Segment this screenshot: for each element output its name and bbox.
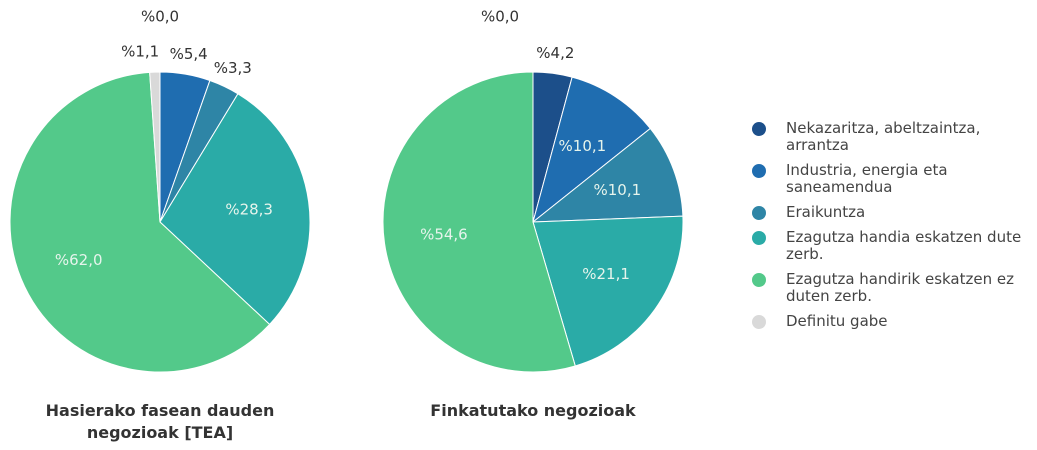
pie-slice xyxy=(532,76,651,224)
legend-swatch xyxy=(752,206,766,220)
legend-item: Eraikuntza xyxy=(752,204,1032,221)
legend-item: Nekazaritza, abeltzaintza, arrantza xyxy=(752,120,1032,154)
data-label: %3,3 xyxy=(214,59,252,77)
legend: Nekazaritza, abeltzaintza, arrantza Indus… xyxy=(752,120,1032,338)
data-label: %1,1 xyxy=(121,43,159,61)
legend-label: Ezagutza handirik eskatzen ez duten zerb… xyxy=(786,270,1014,305)
pie-slice xyxy=(149,71,161,223)
data-label: %21,1 xyxy=(582,265,630,283)
pie-slice xyxy=(9,71,271,373)
data-label: %5,4 xyxy=(170,45,208,63)
data-label: %54,6 xyxy=(420,225,468,243)
chart-title: Hasierako fasean dauden negozioak [TEA] xyxy=(45,401,275,442)
data-label: %10,1 xyxy=(559,137,607,155)
legend-swatch xyxy=(752,315,766,329)
data-label: %0,0 xyxy=(141,8,179,26)
legend-swatch xyxy=(752,164,766,178)
chart-title: Finkatutako negozioak xyxy=(430,401,636,420)
legend-swatch xyxy=(752,273,766,287)
pie-slice xyxy=(159,93,311,326)
legend-item: Definitu gabe xyxy=(752,313,1032,330)
legend-label: Industria, energia eta saneamendua xyxy=(786,161,948,196)
legend-swatch xyxy=(752,231,766,245)
legend-label: Definitu gabe xyxy=(786,312,888,330)
pie-slice xyxy=(531,127,684,223)
data-label: %28,3 xyxy=(225,200,273,218)
legend-label: Eraikuntza xyxy=(786,203,866,221)
legend-item: Industria, energia eta saneamendua xyxy=(752,162,1032,196)
data-label: %62,0 xyxy=(55,251,103,269)
data-label: %4,2 xyxy=(536,44,574,62)
legend-item: Ezagutza handia eskatzen dute zerb. xyxy=(752,229,1032,263)
pie-slice xyxy=(532,215,684,367)
legend-swatch xyxy=(752,122,766,136)
legend-label: Nekazaritza, abeltzaintza, arrantza xyxy=(786,119,981,154)
data-label: %0,0 xyxy=(481,8,519,26)
data-label: %10,1 xyxy=(594,181,642,199)
legend-label: Ezagutza handia eskatzen dute zerb. xyxy=(786,228,1022,263)
pie-slice xyxy=(382,71,576,373)
legend-item: Ezagutza handirik eskatzen ez duten zerb… xyxy=(752,271,1032,305)
